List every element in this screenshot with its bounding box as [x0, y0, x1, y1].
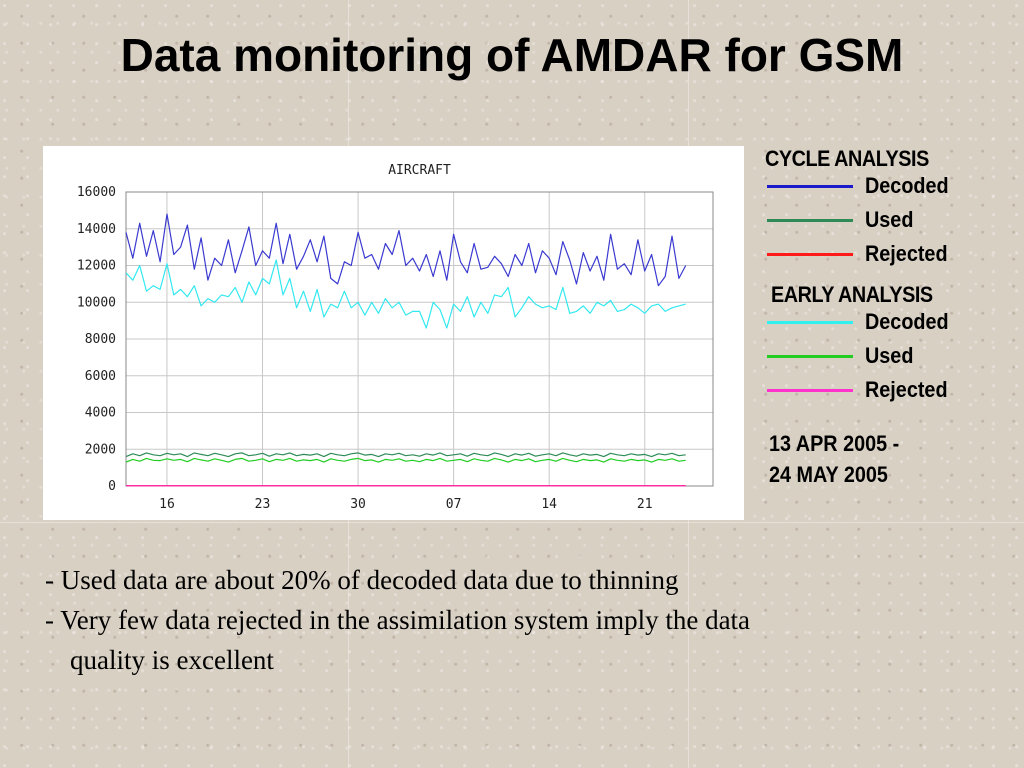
x-tick-label: 30 [350, 497, 366, 512]
aircraft-chart-panel: AIRCRAFT 0 2000 4000 6000 8000 10000 12000 14000… [43, 146, 744, 520]
date-range-start: 13 APR 2005 - [769, 431, 900, 456]
note-line: - Very few data rejected in the assimila… [45, 605, 751, 635]
note-line: - Used data are about 20% of decoded dat… [45, 565, 679, 595]
y-tick-label: 16000 [77, 185, 116, 200]
series-line-cycle-analysis-used [125, 452, 686, 458]
aircraft-line-chart: AIRCRAFT 0 2000 4000 6000 8000 10000 12000 14000… [77, 163, 714, 512]
y-tick-label: 14000 [77, 222, 116, 237]
legend-swatch [767, 321, 853, 324]
legend-label: Rejected [865, 241, 948, 266]
notes: - Used data are about 20% of decoded dat… [45, 560, 1005, 680]
y-tick-label: 10000 [77, 295, 116, 310]
y-tick-label: 2000 [85, 442, 116, 457]
legend-item-cycle-used: Used [767, 207, 997, 235]
legend-label: Used [865, 343, 914, 368]
legend-heading-cycle-analysis: CYCLE ANALYSIS [765, 146, 929, 171]
legend-label: Used [865, 207, 914, 232]
x-tick-label: 21 [637, 497, 653, 512]
legend-item-early-rejected: Rejected [767, 377, 997, 405]
legend-item-cycle-decoded: Decoded [767, 173, 997, 201]
y-tick-label: 0 [108, 479, 116, 494]
legend-swatch [767, 389, 853, 392]
legend-item-early-decoded: Decoded [767, 309, 997, 337]
legend-swatch [767, 253, 853, 256]
legend-heading-early-analysis: EARLY ANALYSIS [771, 282, 933, 307]
legend-item-cycle-rejected: Rejected [767, 241, 997, 269]
series-line-early-analysis-used [125, 457, 686, 463]
legend-label: Decoded [865, 309, 949, 334]
note-line: quality is excellent [70, 645, 274, 675]
legend-label: Decoded [865, 173, 949, 198]
chart-title: AIRCRAFT [388, 163, 451, 178]
x-tick-label: 14 [541, 497, 557, 512]
date-range: 13 APR 2005 - 24 MAY 2005 [769, 428, 899, 490]
y-tick-label: 4000 [85, 406, 116, 421]
legend-item-early-used: Used [767, 343, 997, 371]
x-tick-label: 16 [159, 497, 175, 512]
y-tick-label: 8000 [85, 332, 116, 347]
background-divider [0, 522, 1024, 523]
x-tick-label: 07 [446, 497, 462, 512]
y-tick-label: 12000 [77, 259, 116, 274]
series-line-early-analysis-decoded [125, 259, 686, 329]
legend-label: Rejected [865, 377, 948, 402]
series-line-cycle-analysis-decoded [125, 213, 687, 287]
legend-swatch [767, 355, 853, 358]
y-tick-label: 6000 [85, 369, 116, 384]
legend-swatch [767, 185, 853, 188]
x-tick-label: 23 [255, 497, 271, 512]
page-title: Data monitoring of AMDAR for GSM [120, 29, 904, 81]
legend-swatch [767, 219, 853, 222]
date-range-end: 24 MAY 2005 [769, 462, 888, 487]
